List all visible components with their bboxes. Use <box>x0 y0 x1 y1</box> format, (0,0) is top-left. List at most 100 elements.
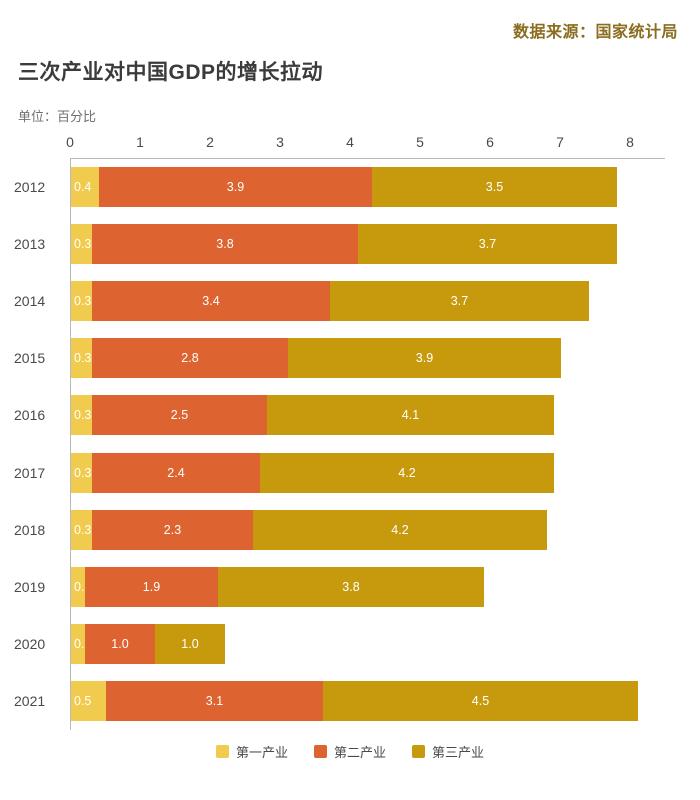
stacked-bar[interactable]: 0.4 3.9 3.5 <box>71 166 617 207</box>
bar-segment-value: 3.5 <box>485 179 504 194</box>
bar-segment[interactable]: 0.2 <box>71 566 91 607</box>
legend-swatch <box>215 745 229 758</box>
x-tick-label: 5 <box>416 134 424 150</box>
legend-swatch <box>313 745 327 758</box>
bar-segment[interactable]: 0.3 <box>71 452 92 493</box>
bar-segment-value: 3.9 <box>415 351 434 366</box>
x-tick-label: 4 <box>346 134 354 150</box>
stacked-bar[interactable]: 0.2 1.0 1.0 <box>71 624 225 665</box>
legend-item[interactable]: 第三产业 <box>412 742 484 761</box>
stacked-bar[interactable]: 0.3 2.8 3.9 <box>71 338 561 379</box>
bar-segment[interactable]: 0.3 <box>71 509 92 550</box>
bar-segment-value: 3.7 <box>450 293 469 308</box>
bar-segment-value: 4.1 <box>401 408 420 423</box>
bar-segment[interactable]: 2.8 <box>92 338 288 379</box>
bar-segment[interactable]: 3.7 <box>358 223 617 264</box>
bar-row: 2018 0.3 2.3 4.2 <box>0 501 700 558</box>
bar-segment-value: 3.7 <box>478 236 497 251</box>
y-axis-category-label: 2013 <box>14 235 46 252</box>
bar-row: 2014 0.3 3.4 3.7 <box>0 272 700 329</box>
bar-segment[interactable]: 0.4 <box>71 166 99 207</box>
x-tick-label: 2 <box>206 134 214 150</box>
bar-segment[interactable]: 3.8 <box>218 566 484 607</box>
x-tick-label: 7 <box>556 134 564 150</box>
bar-segment-value: 0.4 <box>74 179 92 194</box>
bar-segment-value: 2.8 <box>181 351 199 366</box>
bar-segment-value: 0.3 <box>74 351 92 366</box>
x-axis-line <box>70 158 665 159</box>
stacked-bar[interactable]: 0.3 2.4 4.2 <box>71 452 554 493</box>
bar-segment[interactable]: 3.7 <box>330 280 589 321</box>
bar-segment[interactable]: 1.9 <box>85 566 218 607</box>
y-axis-category-label: 2020 <box>14 636 46 653</box>
bar-segment[interactable]: 4.2 <box>253 509 547 550</box>
bar-segment-value: 0.3 <box>74 408 92 423</box>
y-axis-category-label: 2016 <box>14 407 46 424</box>
bar-row: 2020 0.2 1.0 1.0 <box>0 616 700 673</box>
bar-segment[interactable]: 3.5 <box>372 166 617 207</box>
bar-segment[interactable]: 0.5 <box>71 681 106 722</box>
data-source-note: 数据来源：国家统计局 <box>512 24 678 41</box>
bar-segment[interactable]: 4.1 <box>267 395 554 436</box>
bar-segment-value: 4.2 <box>391 522 409 537</box>
stacked-bar[interactable]: 0.3 2.3 4.2 <box>71 509 547 550</box>
chart-legend: 第一产业 第二产业 第三产业 <box>0 742 700 761</box>
chart-title: 三次产业对中国GDP的增长拉动 <box>18 61 324 84</box>
bar-segment[interactable]: 1.0 <box>85 624 155 665</box>
legend-item[interactable]: 第一产业 <box>215 742 288 761</box>
bar-segment[interactable]: 0.2 <box>71 624 91 665</box>
bar-segment[interactable]: 2.5 <box>92 395 267 436</box>
bar-segment-value: 3.8 <box>342 579 360 594</box>
bar-segment[interactable]: 3.1 <box>106 681 323 722</box>
bar-segment[interactable]: 0.3 <box>71 280 92 321</box>
stacked-bar[interactable]: 0.2 1.9 3.8 <box>71 566 484 607</box>
bar-segment-value: 2.3 <box>163 522 182 537</box>
bar-segment[interactable]: 3.9 <box>288 338 561 379</box>
stacked-bar[interactable]: 0.3 2.5 4.1 <box>71 395 554 436</box>
legend-swatch <box>412 745 425 758</box>
bar-row: 2013 0.3 3.8 3.7 <box>0 215 700 272</box>
y-axis-line <box>70 158 71 730</box>
bar-row: 2019 0.2 1.9 3.8 <box>0 558 700 615</box>
bar-segment[interactable]: 4.5 <box>323 681 638 722</box>
bar-segment-value: 0.3 <box>74 465 92 480</box>
bar-segment-value: 1.0 <box>111 637 129 652</box>
bar-segment[interactable]: 0.3 <box>71 338 92 379</box>
bar-segment[interactable]: 0.3 <box>71 395 92 436</box>
bar-row: 2021 0.5 3.1 4.5 <box>0 673 700 730</box>
bar-segment[interactable]: 2.4 <box>92 452 260 493</box>
bar-segment-value: 3.8 <box>216 236 234 251</box>
bar-segment[interactable]: 3.9 <box>99 166 372 207</box>
bar-segment-value: 4.5 <box>471 694 490 709</box>
stacked-bar[interactable]: 0.3 3.8 3.7 <box>71 223 617 264</box>
x-tick-label: 8 <box>626 134 634 150</box>
y-axis-category-label: 2015 <box>14 350 46 367</box>
bar-segment[interactable]: 4.2 <box>260 452 554 493</box>
bar-segment[interactable]: 3.4 <box>92 280 330 321</box>
bar-segment-value: 1.9 <box>142 579 161 594</box>
x-tick-label: 6 <box>486 134 494 150</box>
bar-segment[interactable]: 0.3 <box>71 223 92 264</box>
bar-segment-value: 4.2 <box>398 465 416 480</box>
bar-row: 2017 0.3 2.4 4.2 <box>0 444 700 501</box>
bar-segment[interactable]: 2.3 <box>92 509 253 550</box>
bar-segment-value: 0.3 <box>74 522 92 537</box>
x-tick-label: 1 <box>136 134 144 150</box>
bar-segment[interactable]: 1.0 <box>155 624 225 665</box>
y-axis-category-label: 2021 <box>14 693 46 710</box>
bar-row: 2012 0.4 3.9 3.5 <box>0 158 700 215</box>
bar-segment-value: 0.5 <box>74 694 92 709</box>
bar-segment-value: 0.3 <box>74 236 92 251</box>
bar-segment[interactable]: 3.8 <box>92 223 358 264</box>
legend-item[interactable]: 第二产业 <box>313 742 386 761</box>
bar-row: 2015 0.3 2.8 3.9 <box>0 330 700 387</box>
bar-segment-value: 0.3 <box>74 293 92 308</box>
stacked-bar[interactable]: 0.3 3.4 3.7 <box>71 280 589 321</box>
bar-segment-value: 2.5 <box>170 408 189 423</box>
bar-segment-value: 1.0 <box>181 637 199 652</box>
stacked-bar[interactable]: 0.5 3.1 4.5 <box>71 681 638 722</box>
y-axis-category-label: 2012 <box>14 178 46 195</box>
x-tick-label: 0 <box>66 134 74 150</box>
legend-label: 第一产业 <box>235 745 288 760</box>
